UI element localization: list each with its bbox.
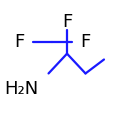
Text: F: F <box>14 33 24 51</box>
Text: H₂N: H₂N <box>4 80 39 98</box>
Text: F: F <box>80 33 91 51</box>
Text: F: F <box>62 13 72 31</box>
